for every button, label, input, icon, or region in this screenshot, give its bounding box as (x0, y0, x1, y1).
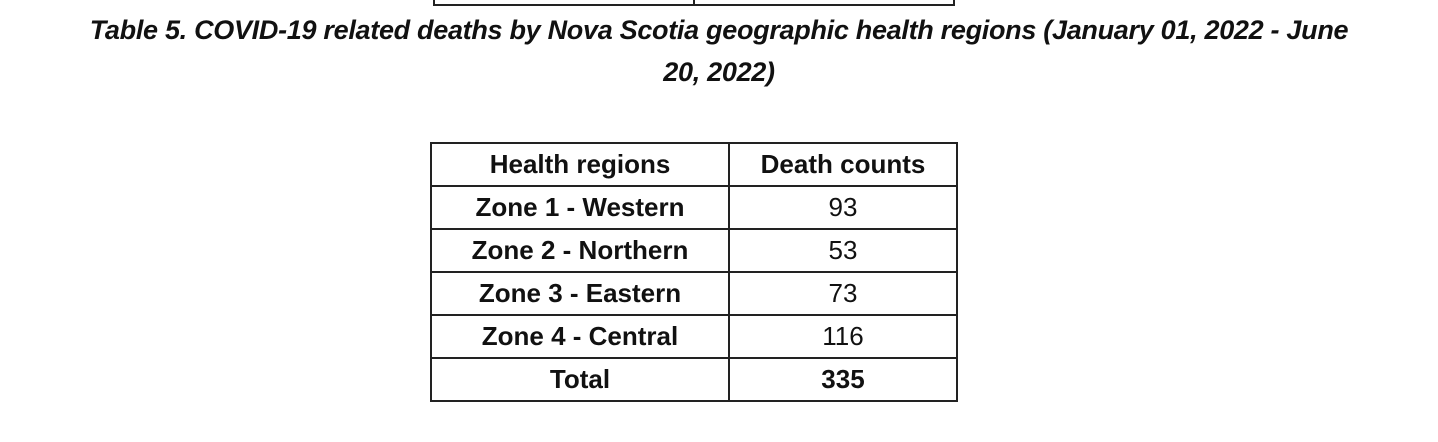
table-row: Zone 1 - Western 93 (430, 185, 958, 230)
previous-table-column-divider (693, 0, 695, 6)
header-health-regions: Health regions (430, 142, 730, 187)
previous-table-bottom-edge (433, 0, 955, 6)
count-cell: 116 (728, 314, 958, 359)
table-row: Zone 3 - Eastern 73 (430, 271, 958, 316)
region-cell: Zone 4 - Central (430, 314, 730, 359)
region-cell: Zone 3 - Eastern (430, 271, 730, 316)
table-caption: Table 5. COVID-19 related deaths by Nova… (0, 9, 1438, 93)
header-death-counts: Death counts (728, 142, 958, 187)
count-cell: 53 (728, 228, 958, 273)
table-header-row: Health regions Death counts (430, 142, 958, 187)
table-caption-line-2: 20, 2022) (663, 57, 775, 87)
total-count-cell: 335 (728, 357, 958, 402)
total-row: Total 335 (430, 357, 958, 402)
total-label-cell: Total (430, 357, 730, 402)
count-cell: 73 (728, 271, 958, 316)
region-cell: Zone 2 - Northern (430, 228, 730, 273)
region-cell: Zone 1 - Western (430, 185, 730, 230)
count-cell: 93 (728, 185, 958, 230)
deaths-by-region-table: Health regions Death counts Zone 1 - Wes… (430, 142, 958, 402)
table-row: Zone 2 - Northern 53 (430, 228, 958, 273)
table-caption-line-1: Table 5. COVID-19 related deaths by Nova… (89, 15, 1349, 45)
table-row: Zone 4 - Central 116 (430, 314, 958, 359)
